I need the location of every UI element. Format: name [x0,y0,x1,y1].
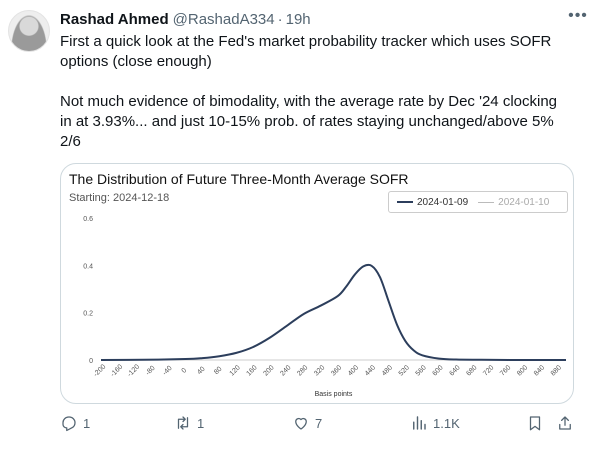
y-tick-label: 0.2 [83,311,93,318]
series-line-2024-01-09 [100,263,567,362]
tweet-text-line: options (close enough) [60,53,212,70]
chart-image-card[interactable]: The Distribution of Future Three-Month A… [60,163,574,404]
legend-label-secondary: 2024-01-10 [498,196,550,208]
tweet-header: Rashad Ahmed @RashadA334 · 19h [60,10,588,28]
legend-swatch-main [397,201,413,203]
x-tick-label: 640 [448,364,461,377]
x-tick-label: 600 [432,364,445,377]
tweet-text-line: Not much evidence of bimodality, with th… [60,93,558,110]
y-tick-label: 0.6 [83,216,93,223]
x-tick-label: 400 [347,364,360,377]
x-tick-label: 40 [196,366,207,377]
tweet-actions: 1 1 7 1.1K [60,414,590,436]
reply-count: 1 [83,415,91,431]
retweet-button[interactable]: 1 [174,414,204,432]
retweet-count: 1 [197,415,205,431]
author-name[interactable]: Rashad Ahmed [60,10,169,28]
author-handle[interactable]: @RashadA334 [172,10,275,28]
x-tick-label: 80 [213,366,224,377]
tweet-timestamp[interactable]: 19h [285,10,311,28]
x-tick-label: 720 [482,364,495,377]
views-count: 1.1K [433,415,460,431]
x-axis-title: Basis points [315,391,353,398]
x-tick-label: 480 [381,364,394,377]
x-tick-label: 120 [229,364,242,377]
y-tick-label: 0 [89,358,93,365]
retweet-icon [177,416,189,430]
heart-icon [295,417,307,430]
header-separator: · [277,10,283,28]
views-icon [413,416,426,430]
share-icon [559,416,571,430]
x-tick-label: -160 [109,363,124,378]
x-tick-label: 280 [296,364,309,377]
x-tick-label: -120 [126,363,141,378]
x-tick-label: 360 [330,364,343,377]
legend-swatch-secondary [478,201,495,203]
chart-plot: 00.20.40.6-200 -160 -120 -80 -40 0 40 80 120 160 2… [83,216,567,398]
tweet-text-line: First a quick look at the Fed's market p… [60,33,552,50]
reply-button[interactable]: 1 [60,414,90,432]
x-tick-label: 320 [313,364,326,377]
tweet-text-line: in at 3.93%... and just 10-15% prob. of … [60,113,554,130]
legend-label-main: 2024-01-09 [417,196,469,208]
x-tick-label: 760 [499,364,512,377]
views-button[interactable]: 1.1K [410,414,460,432]
reply-icon [62,416,76,432]
x-tick-label: 440 [364,364,377,377]
legend-item-main: 2024-01-09 [397,197,468,208]
x-tick-label: 680 [465,364,478,377]
chart-legend: 2024-01-09 2024-01-10 [388,191,568,213]
chart-title: The Distribution of Future Three-Month A… [69,171,409,187]
x-tick-label: 240 [279,364,292,377]
more-horizontal-icon[interactable]: ••• [568,7,588,24]
share-button[interactable] [556,414,579,432]
x-tick-label: 560 [415,364,428,377]
bookmark-button[interactable] [526,414,549,432]
like-button[interactable]: 7 [292,414,322,432]
like-count: 7 [315,415,323,431]
chart-subtitle: Starting: 2024-12-18 [69,192,170,204]
x-tick-label: 840 [533,364,546,377]
y-tick-label: 0.4 [83,263,93,270]
tweet-text-line: 2/6 [60,133,81,150]
x-tick-label: 200 [262,364,275,377]
x-tick-label: -80 [145,365,157,377]
legend-item-secondary: 2024-01-10 [478,197,549,208]
x-tick-label: 880 [550,364,563,377]
tweet-text: First a quick look at the Fed's market p… [60,32,590,152]
x-tick-label: 800 [516,364,529,377]
bookmark-icon [529,416,541,431]
author-avatar[interactable] [8,10,50,52]
x-tick-label: 0 [181,367,189,375]
x-tick-label: -200 [93,363,108,378]
x-tick-label: 520 [398,364,411,377]
x-tick-label: 160 [246,364,259,377]
x-tick-label: -40 [162,365,174,377]
